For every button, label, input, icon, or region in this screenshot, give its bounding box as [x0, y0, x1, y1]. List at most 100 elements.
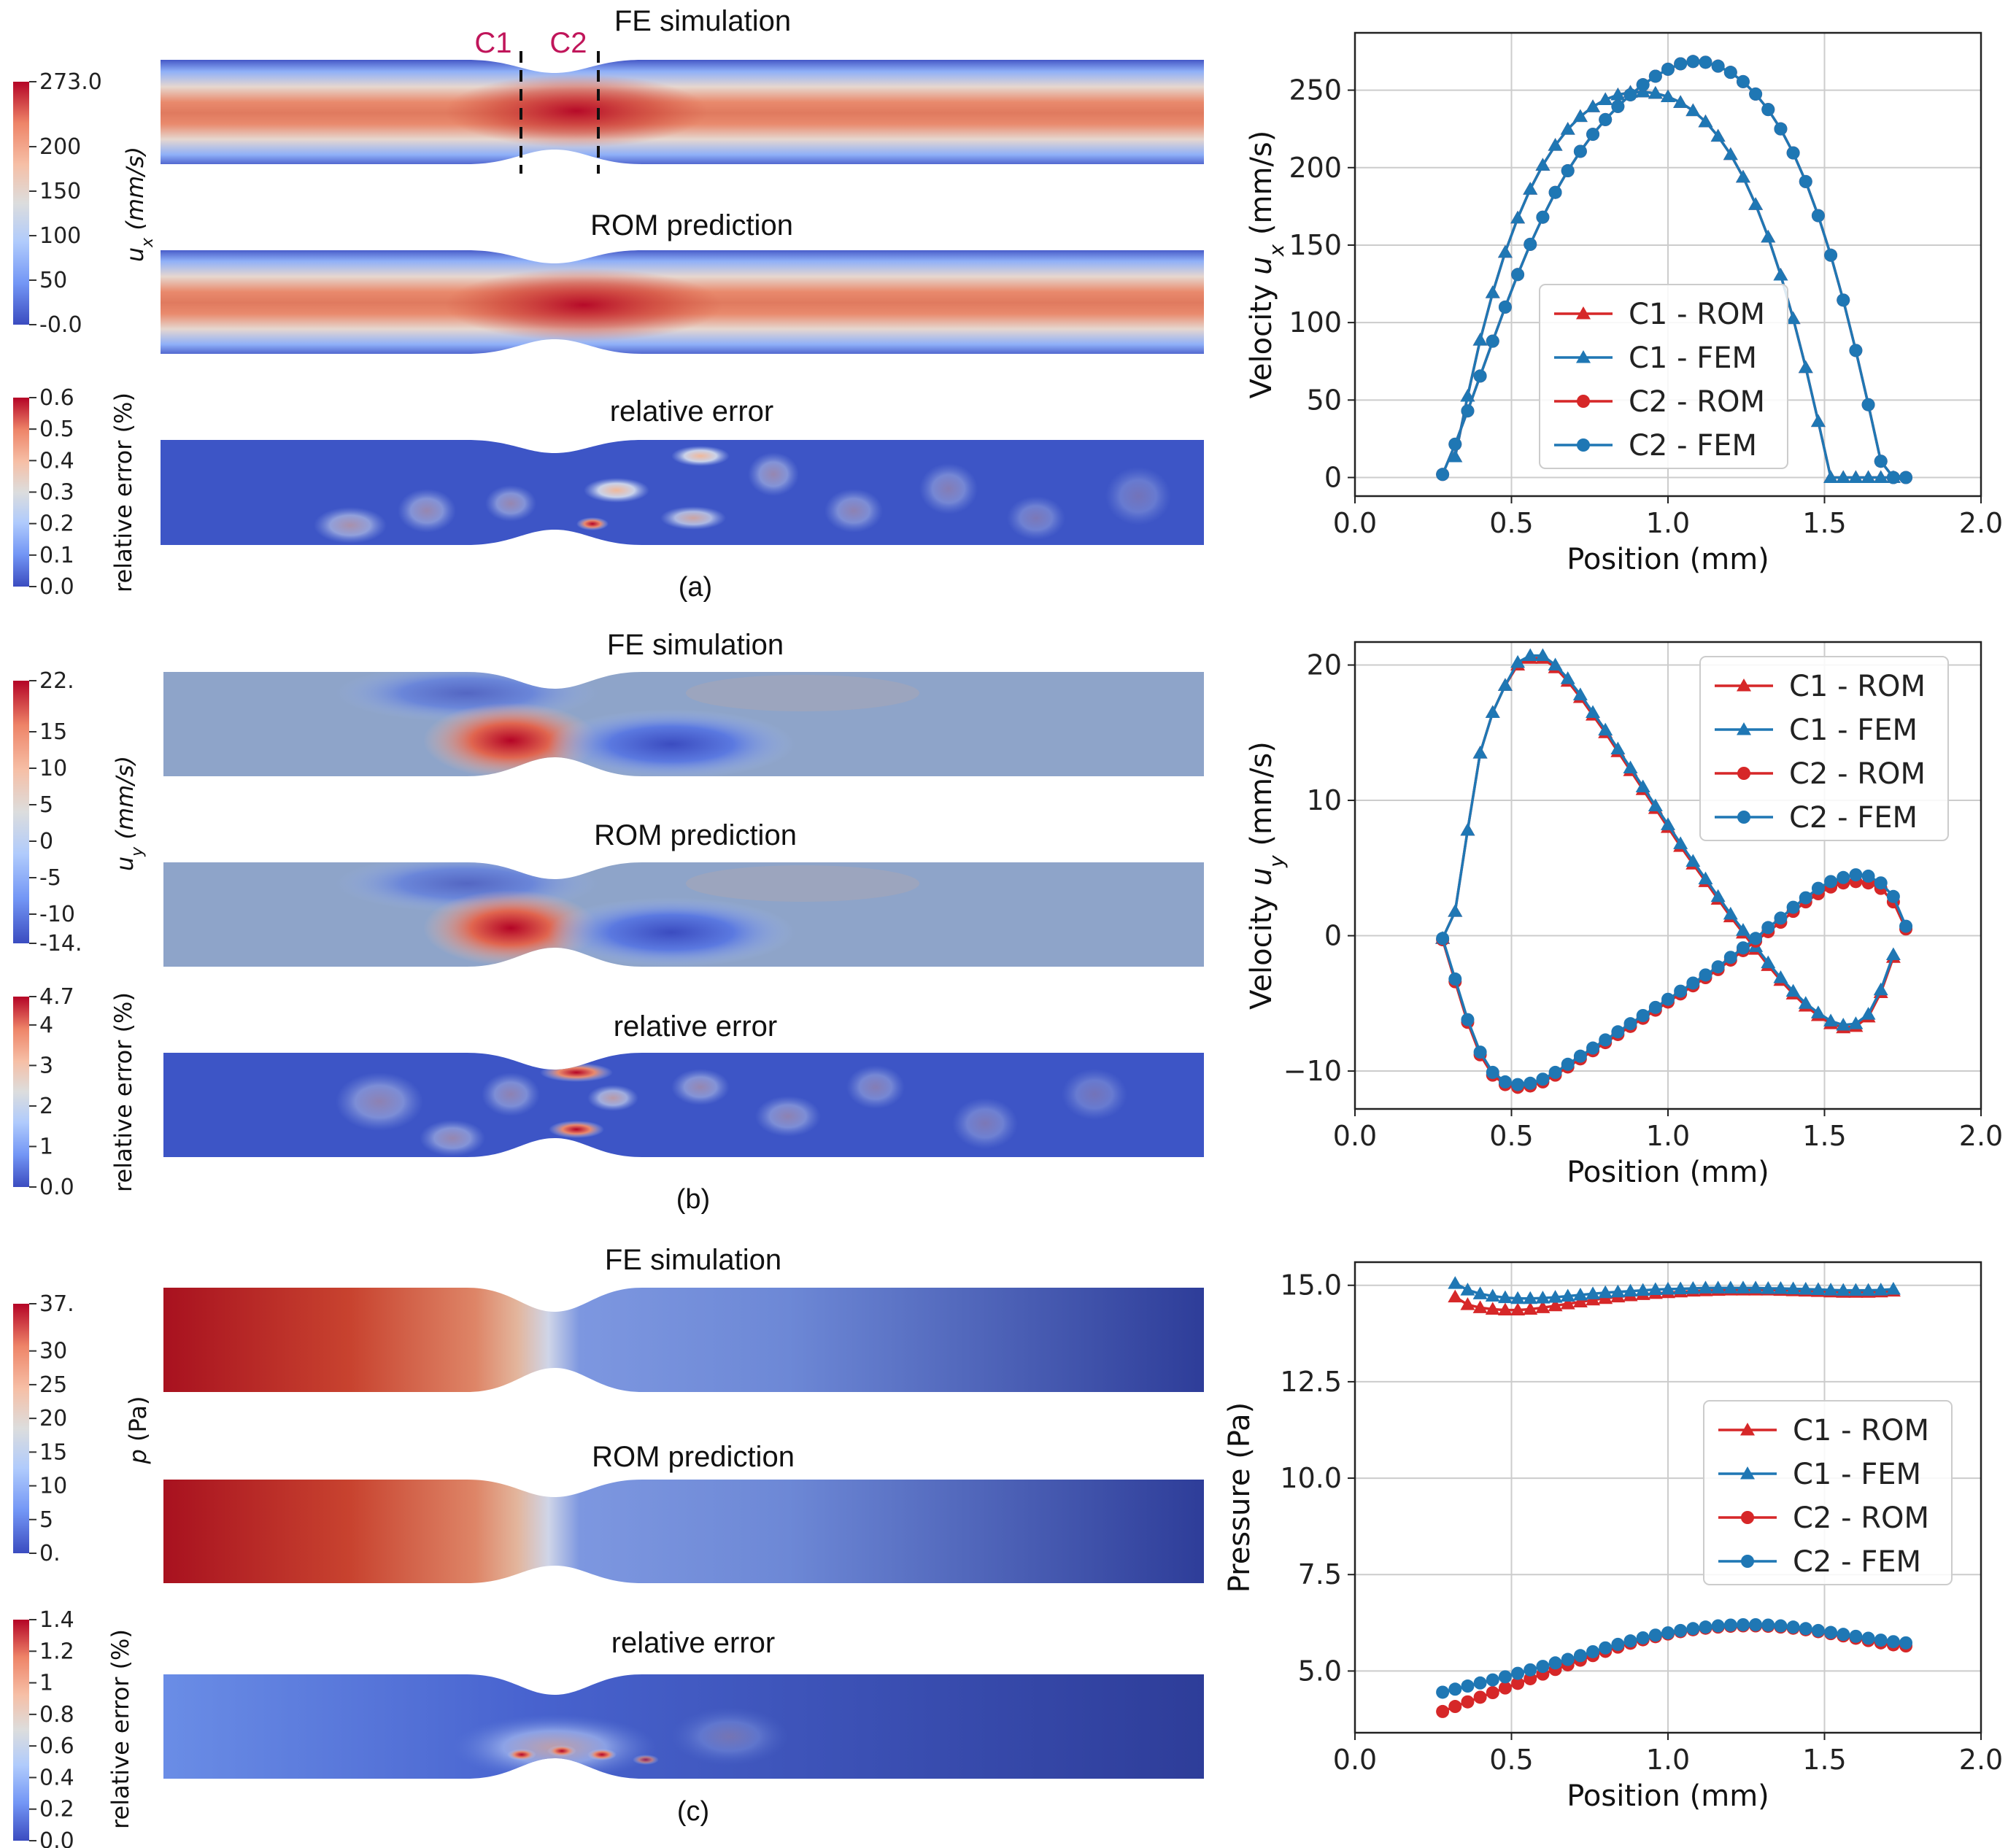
- legend-label: C2 - ROM: [1789, 757, 1926, 791]
- data-point: [1749, 87, 1763, 101]
- x-tick-label: 1.0: [1646, 1744, 1690, 1776]
- data-point: [1823, 1283, 1839, 1296]
- colorbar-tick-label: 22.: [39, 668, 74, 694]
- data-point: [1523, 648, 1538, 662]
- data-point: [1861, 470, 1876, 484]
- colorbar-p: [13, 1304, 29, 1553]
- data-point: [1486, 334, 1499, 348]
- data-point: [1749, 1617, 1763, 1631]
- legend-swatch-marker: [1741, 1555, 1754, 1568]
- legend-label: C2 - FEM: [1793, 1545, 1921, 1579]
- series-c2-fem: [1436, 55, 1913, 484]
- contour-uy-rom: [163, 862, 1204, 967]
- data-point: [1686, 1622, 1700, 1636]
- colorbar-tick-label: 0.0: [39, 574, 74, 600]
- data-point: [1573, 1649, 1587, 1663]
- colorbar-tick-label: 200: [39, 134, 81, 160]
- legend-label: C2 - FEM: [1789, 801, 1918, 835]
- y-tick-label: 15.0: [1280, 1269, 1342, 1302]
- data-point: [1523, 1291, 1538, 1304]
- colorbar-uy-label-var: u: [111, 857, 139, 871]
- data-point: [1723, 906, 1738, 920]
- colorbar-tick-label: 0.4: [39, 448, 74, 473]
- data-point: [1735, 1280, 1750, 1294]
- colorbar-tick-label: 0.0: [39, 1175, 74, 1200]
- data-point: [1523, 1302, 1538, 1315]
- colorbar-err-b-label: relative error (%): [109, 992, 137, 1192]
- row-b-caption: (b): [676, 1184, 710, 1215]
- data-point: [1436, 1704, 1450, 1718]
- data-point: [1874, 1634, 1888, 1647]
- data-point: [1648, 1628, 1662, 1642]
- colorbar-tick-label: 273.0: [39, 69, 102, 95]
- y-tick-label: 50: [1307, 384, 1342, 416]
- colorbar-tick-label: 0.1: [39, 543, 74, 568]
- data-point: [1674, 984, 1688, 998]
- data-point: [1899, 471, 1913, 484]
- data-point: [1885, 1282, 1901, 1295]
- data-point: [1436, 468, 1450, 482]
- data-point: [1861, 1631, 1875, 1645]
- y-axis-label: Pressure (Pa): [1223, 1402, 1256, 1593]
- data-point: [1873, 1283, 1888, 1296]
- data-point: [1836, 470, 1851, 484]
- data-point: [1836, 1283, 1851, 1296]
- contour-uy-error: [163, 1053, 1204, 1157]
- data-point: [1485, 1288, 1500, 1302]
- data-point: [1698, 1280, 1713, 1294]
- colorbar-ux-label-sub: x: [139, 237, 157, 248]
- legend-swatch-marker: [1737, 767, 1750, 780]
- data-point: [1610, 87, 1626, 101]
- data-point: [1486, 1065, 1499, 1079]
- colorbar-tick-label: 30: [39, 1339, 67, 1364]
- colorbar-tick-label: 4: [39, 1013, 53, 1038]
- y-tick-label: 200: [1289, 152, 1342, 184]
- data-point: [1524, 1663, 1537, 1677]
- data-point: [1824, 875, 1838, 889]
- data-point: [1461, 1679, 1475, 1693]
- data-point: [1748, 1280, 1764, 1294]
- x-axis-label: Position (mm): [1567, 1779, 1769, 1813]
- y-tick-label: 5.0: [1298, 1655, 1342, 1687]
- data-point: [1810, 1005, 1826, 1018]
- colorbar-tick-label: 0.8: [39, 1702, 74, 1728]
- x-tick-label: 1.5: [1802, 507, 1846, 539]
- data-point: [1685, 1280, 1701, 1294]
- x-tick-label: 1.5: [1802, 1744, 1846, 1776]
- legend: C1 - ROM C1 - FEM C2 - ROM C2 - FEM: [1699, 656, 1949, 841]
- data-point: [1535, 158, 1551, 171]
- data-point: [1473, 369, 1487, 383]
- data-point: [1723, 147, 1738, 161]
- data-point: [1761, 921, 1775, 935]
- colorbar-tick-label: 10: [39, 756, 67, 781]
- row-c-title-err: relative error: [611, 1627, 776, 1659]
- data-point: [1699, 55, 1712, 69]
- legend-swatch-marker: [1740, 1423, 1755, 1436]
- legend-swatch-marker: [1577, 438, 1590, 452]
- data-point: [1799, 891, 1812, 905]
- legend-label: C2 - ROM: [1793, 1501, 1929, 1535]
- legend-swatch-marker: [1741, 1511, 1754, 1524]
- data-point: [1711, 1619, 1725, 1633]
- data-point: [1586, 128, 1600, 142]
- data-point: [1886, 1635, 1900, 1649]
- legend-label: C2 - ROM: [1629, 385, 1765, 419]
- data-point: [1636, 1631, 1650, 1644]
- data-point: [1685, 854, 1701, 867]
- data-point: [1498, 1670, 1512, 1684]
- colorbar-tick-label: 5: [39, 1507, 53, 1533]
- series-c2-fem: [1436, 1617, 1913, 1699]
- data-point: [1837, 1628, 1850, 1642]
- data-point: [1799, 174, 1812, 188]
- colorbar-tick-label: 0.: [39, 1541, 61, 1566]
- series-c2-fem: [1436, 868, 1913, 1091]
- colorbar-uy-label-unit: (mm/s): [111, 756, 139, 847]
- colorbar-err-c-label: relative error (%): [107, 1629, 134, 1829]
- data-point: [1548, 185, 1562, 199]
- data-point: [1686, 55, 1700, 69]
- data-point: [1448, 904, 1463, 917]
- row-c-caption: (c): [677, 1796, 709, 1827]
- data-point: [1698, 871, 1713, 885]
- data-point: [1848, 1283, 1864, 1296]
- y-axis-label-sub: y: [1264, 855, 1289, 868]
